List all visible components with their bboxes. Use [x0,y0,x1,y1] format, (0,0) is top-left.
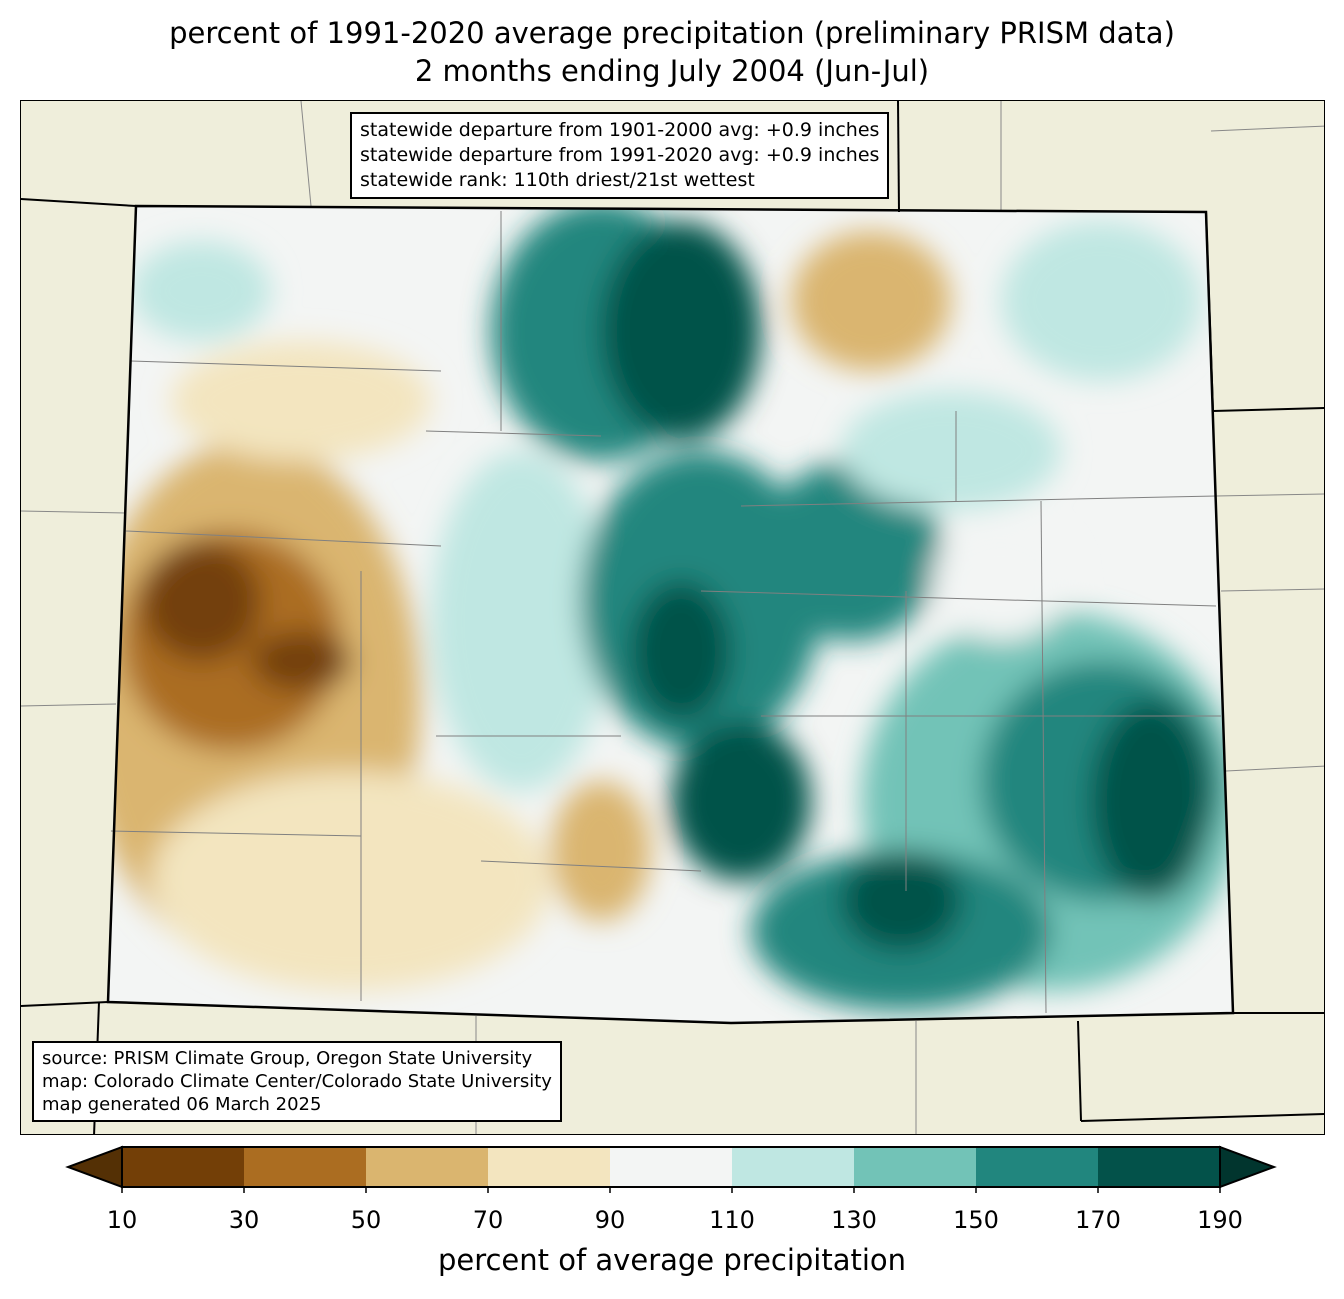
departure-1901-2000: statewide departure from 1901-2000 avg: … [360,119,880,141]
colorbar-tick-label: 150 [953,1206,999,1234]
departure-1991-2020: statewide departure from 1991-2020 avg: … [360,144,880,166]
colorbar-tick-label: 90 [594,1206,626,1234]
colorbar-tick-label: 130 [831,1206,877,1234]
county-lines [110,211,1221,1014]
map-subtitle: 2 months ending July 2004 (Jun-Jul) [414,54,930,88]
colorbar-outline [121,1146,1221,1188]
colorbar-segment [366,1147,488,1187]
source-line: source: PRISM Climate Group, Oregon Stat… [42,1048,533,1069]
colorbar-under-arrow [65,1145,123,1189]
precipitation-map [20,100,1325,1135]
map-credit-line: map: Colorado Climate Center/Colorado St… [42,1071,552,1092]
colorbar-segment [732,1147,854,1187]
colorbar-tick-label: 70 [472,1206,504,1234]
state-borders [21,101,1324,1134]
colorbar-segment [244,1147,366,1187]
colorbar-tick-label: 190 [1197,1206,1243,1234]
colorbar-segment [854,1147,976,1187]
map-title: percent of 1991-2020 average precipitati… [169,16,1175,50]
colorbar-label: percent of average precipitation [437,1243,907,1277]
statewide-rank: statewide rank: 110th driest/21st wettes… [360,169,755,191]
generated-date-line: map generated 06 March 2025 [42,1094,322,1115]
colorbar-segment [1098,1147,1220,1187]
colorbar-segment [610,1147,732,1187]
colorbar-tick-label: 170 [1075,1206,1121,1234]
source-box: source: PRISM Climate Group, Oregon Stat… [32,1041,562,1122]
colorbar-tick-label: 30 [228,1206,260,1234]
colorado-map-svg [21,101,1324,1134]
colorbar-tick-label: 10 [106,1206,138,1234]
colorbar-over-arrow [1219,1145,1277,1189]
colorbar-tick-label: 110 [709,1206,755,1234]
colorbar-segment [122,1147,244,1187]
colorbar-tick-label: 50 [350,1206,382,1234]
colorbar-segment [976,1147,1098,1187]
colorbar [65,1145,1277,1193]
colorado-border [106,204,1235,1025]
precipitation-field [108,206,1233,1023]
colorbar-segment [488,1147,610,1187]
statewide-stats-box: statewide departure from 1901-2000 avg: … [350,112,890,199]
